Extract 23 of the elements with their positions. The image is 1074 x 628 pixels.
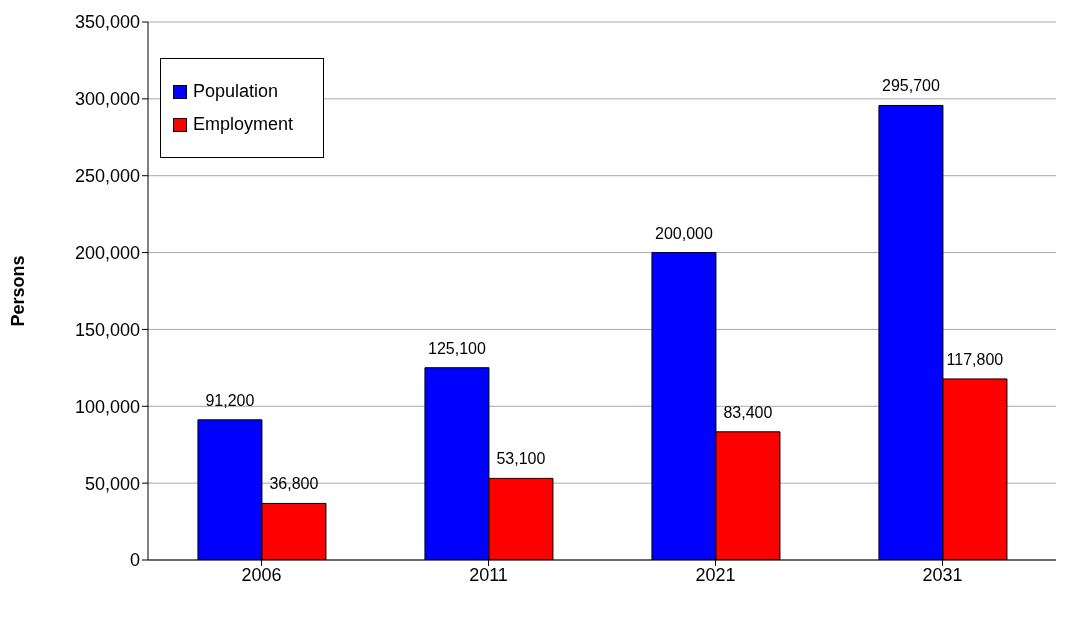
x-tick-label: 2031 (922, 564, 963, 585)
y-tick-label: 150,000 (74, 319, 140, 340)
y-tick-label: 350,000 (74, 12, 140, 33)
y-tick-label: 100,000 (74, 396, 140, 417)
x-tick-label: 2011 (469, 564, 508, 585)
data-label: 36,800 (269, 475, 319, 493)
data-label: 117,800 (946, 350, 1004, 368)
y-tick-label: 50,000 (84, 473, 140, 494)
y-tick-label: 250,000 (74, 166, 140, 187)
y-axis-title: Persons (8, 255, 29, 327)
y-tick-label: 200,000 (74, 242, 140, 263)
x-tick-label: 2021 (695, 564, 736, 585)
data-label: 125,100 (428, 339, 486, 357)
data-label: 53,100 (496, 450, 546, 468)
legend-label: Population (193, 81, 279, 102)
data-label: 200,000 (655, 224, 713, 242)
data-label: 83,400 (723, 403, 773, 421)
y-tick-label: 0 (129, 550, 140, 571)
data-label: 91,200 (205, 391, 255, 409)
y-tick-label: 300,000 (74, 89, 140, 110)
data-label: 295,700 (882, 77, 940, 95)
x-tick-label: 2006 (241, 564, 282, 585)
legend-label: Employment (193, 114, 294, 135)
